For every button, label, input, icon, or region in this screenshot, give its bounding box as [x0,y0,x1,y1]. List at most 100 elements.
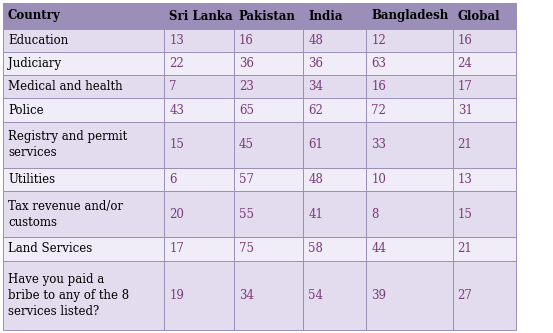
Text: 7: 7 [169,80,177,93]
Text: Registry and permit
services: Registry and permit services [8,130,127,159]
Text: Utilities: Utilities [8,173,55,186]
Text: 55: 55 [239,208,254,221]
Text: 48: 48 [309,173,323,186]
Bar [303,99,366,122]
Text: 27: 27 [458,289,472,302]
Text: 19: 19 [169,289,184,302]
Text: 6: 6 [169,173,177,186]
Bar [303,52,366,75]
Text: 36: 36 [309,57,324,70]
Text: 8: 8 [371,208,379,221]
Text: 15: 15 [458,208,472,221]
Text: 21: 21 [458,138,472,151]
Text: 34: 34 [309,80,324,93]
Bar [164,52,234,75]
Bar [366,3,453,29]
Text: Land Services: Land Services [8,242,92,255]
Bar [3,29,164,52]
Bar [234,168,303,191]
Text: 17: 17 [169,242,184,255]
Bar [303,3,366,29]
Text: 61: 61 [309,138,323,151]
Text: Education: Education [8,34,68,47]
Bar [366,237,453,260]
Bar [234,75,303,99]
Bar [453,29,515,52]
Text: 20: 20 [169,208,184,221]
Bar [453,3,515,29]
Text: 17: 17 [458,80,472,93]
Text: 12: 12 [371,34,386,47]
Bar [453,260,515,330]
Text: 31: 31 [458,104,472,117]
Bar [366,99,453,122]
Bar [3,122,164,168]
Text: 75: 75 [239,242,254,255]
Bar [366,75,453,99]
Bar [366,122,453,168]
Text: 63: 63 [371,57,386,70]
Text: 36: 36 [239,57,254,70]
Text: Pakistan: Pakistan [239,10,296,23]
Text: 15: 15 [169,138,184,151]
Text: 39: 39 [371,289,386,302]
Bar [234,3,303,29]
Text: Judiciary: Judiciary [8,57,61,70]
Text: Global: Global [458,10,500,23]
Bar [234,260,303,330]
Bar [303,75,366,99]
Text: 44: 44 [371,242,386,255]
Bar [164,191,234,237]
Bar [303,260,366,330]
Bar [164,75,234,99]
Bar [453,99,515,122]
Bar [303,29,366,52]
Bar [164,29,234,52]
Text: Tax revenue and/or
customs: Tax revenue and/or customs [8,200,123,229]
Bar [3,191,164,237]
Text: 33: 33 [371,138,386,151]
Text: 54: 54 [309,289,324,302]
Text: 22: 22 [169,57,184,70]
Text: India: India [309,10,343,23]
Text: 13: 13 [458,173,472,186]
Bar [164,3,234,29]
Text: 58: 58 [309,242,323,255]
Bar [234,29,303,52]
Bar [366,168,453,191]
Bar [164,237,234,260]
Bar [453,191,515,237]
Text: Country: Country [8,10,61,23]
Bar [453,75,515,99]
Bar [164,122,234,168]
Bar [3,75,164,99]
Bar [234,191,303,237]
Text: 48: 48 [309,34,323,47]
Bar [3,260,164,330]
Text: 13: 13 [169,34,184,47]
Bar [3,168,164,191]
Text: 21: 21 [458,242,472,255]
Text: Police: Police [8,104,44,117]
Text: 57: 57 [239,173,254,186]
Text: 62: 62 [309,104,323,117]
Text: 16: 16 [371,80,386,93]
Text: 16: 16 [239,34,254,47]
Text: Sri Lanka: Sri Lanka [169,10,233,23]
Bar [453,168,515,191]
Text: 72: 72 [371,104,386,117]
Text: 65: 65 [239,104,254,117]
Bar [366,52,453,75]
Text: 45: 45 [239,138,254,151]
Bar [234,122,303,168]
Bar [3,52,164,75]
Bar [164,168,234,191]
Bar [234,52,303,75]
Text: Have you paid a
bribe to any of the 8
services listed?: Have you paid a bribe to any of the 8 se… [8,273,129,318]
Bar [303,237,366,260]
Bar [3,237,164,260]
Text: 41: 41 [309,208,323,221]
Text: 24: 24 [458,57,472,70]
Text: 43: 43 [169,104,184,117]
Bar [366,29,453,52]
